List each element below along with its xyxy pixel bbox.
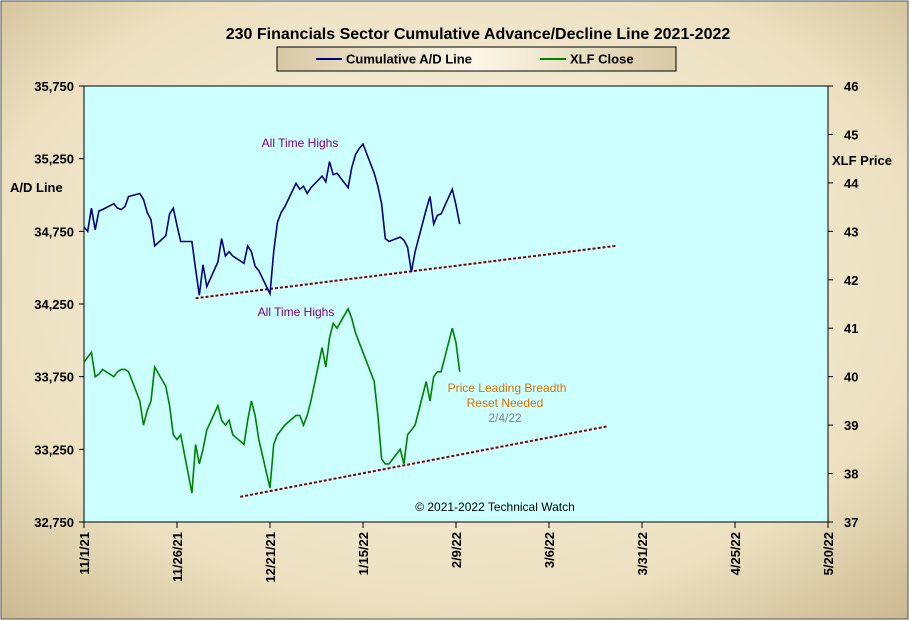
left-tick-label: 33,750 [34, 370, 74, 385]
right-tick-label: 42 [844, 273, 858, 288]
annotation-date: 2/4/22 [488, 411, 522, 425]
right-tick-label: 45 [844, 127, 858, 142]
xlf-close-series [83, 306, 461, 494]
x-axis: 11/1/21 11/26/21 12/21/21 1/15/22 2/9/22 3/6/… [77, 522, 836, 583]
right-axis-title: XLF Price [832, 153, 892, 168]
right-axis: 46 45 44 43 42 41 40 39 38 37 [828, 79, 859, 530]
ad-line-series [83, 142, 461, 297]
right-tick-label: 46 [844, 79, 858, 94]
x-tick-label: 12/21/21 [263, 532, 278, 583]
legend-box [276, 46, 677, 72]
right-tick-label: 41 [844, 321, 858, 336]
trendline [195, 244, 617, 300]
annotation-reset-needed: Reset Needed [467, 396, 544, 410]
x-tick-label: 1/15/22 [356, 532, 371, 575]
right-tick-label: 43 [844, 224, 858, 239]
x-tick-label: 5/20/22 [821, 532, 836, 575]
right-tick-label: 38 [844, 467, 858, 482]
x-tick-label: 3/6/22 [542, 532, 557, 568]
trendline [240, 425, 609, 498]
copyright-text: © 2021-2022 Technical Watch [415, 500, 575, 514]
annotation-all-time-highs-xlf: All Time Highs [258, 305, 335, 319]
right-tick-label: 39 [844, 418, 858, 433]
legend-label-ad-line: Cumulative A/D Line [346, 52, 472, 67]
x-tick-label: 11/26/21 [170, 532, 185, 582]
left-tick-label: 33,250 [34, 442, 74, 457]
legend-label-xlf: XLF Close [570, 52, 634, 67]
x-tick-label: 4/25/22 [728, 532, 743, 575]
plot-area [83, 85, 829, 523]
left-tick-label: 35,750 [34, 79, 74, 94]
right-tick-label: 40 [844, 370, 858, 385]
series-lines [83, 142, 461, 494]
left-tick-label: 34,750 [34, 224, 74, 239]
x-tick-label: 2/9/22 [449, 532, 464, 568]
left-tick-label: 35,250 [34, 152, 74, 167]
left-axis: 35,750 35,250 34,750 34,250 33,750 33,250 32,7… [34, 79, 84, 530]
chart-title: 230 Financials Sector Cumulative Advance… [226, 26, 731, 43]
right-tick-label: 37 [844, 515, 858, 530]
left-axis-title: A/D Line [10, 180, 63, 195]
x-tick-label: 3/31/22 [635, 532, 650, 575]
legend: Cumulative A/D Line XLF Close [276, 46, 677, 72]
left-tick-label: 34,250 [34, 297, 74, 312]
trendlines [195, 244, 617, 498]
annotation-all-time-highs-ad: All Time Highs [262, 136, 339, 150]
left-tick-label: 32,750 [34, 515, 74, 530]
annotation-price-leading: Price Leading Breadth [448, 381, 567, 395]
right-tick-label: 44 [844, 176, 859, 191]
x-tick-label: 11/1/21 [77, 532, 92, 575]
